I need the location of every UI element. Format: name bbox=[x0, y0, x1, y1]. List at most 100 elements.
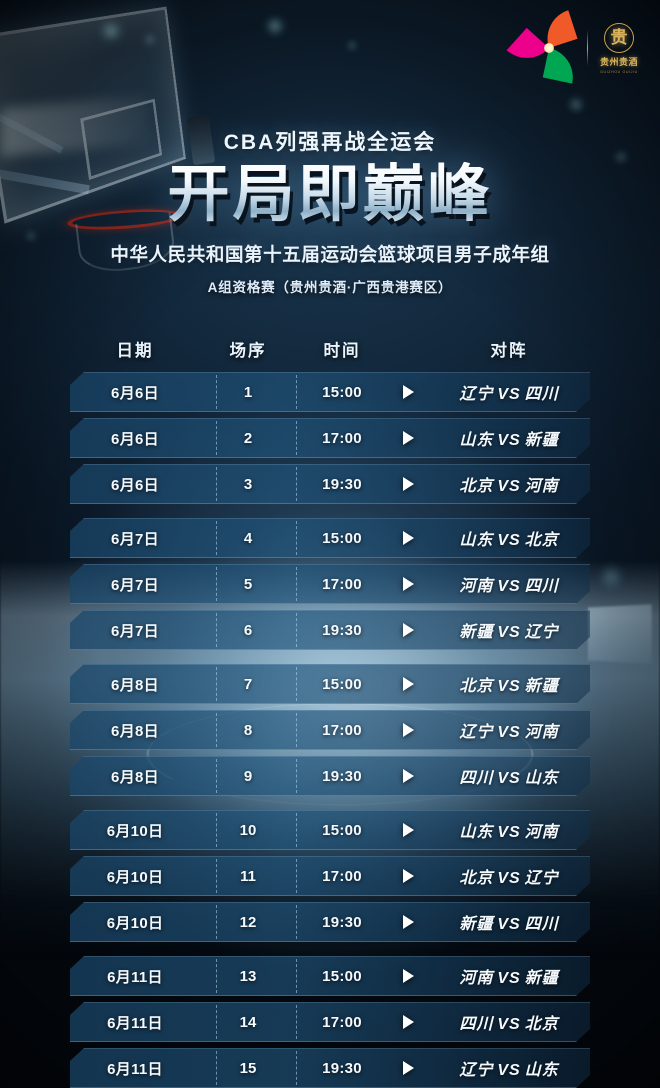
cell-time: 17:00 bbox=[322, 575, 362, 593]
cell-date: 6月7日 bbox=[111, 530, 159, 548]
column-header-time: 时间 bbox=[323, 342, 361, 360]
cell-date: 6月8日 bbox=[111, 768, 159, 786]
team-home: 新疆 bbox=[459, 624, 494, 641]
schedule-day-group: 6月6日 1 15:00 辽宁 VS 四川 6月6日 2 17:00 山东 VS 新疆 6月6日 3 19:… bbox=[0, 372, 660, 504]
vs-label: VS bbox=[497, 624, 521, 641]
cell-date: 6月10日 bbox=[106, 868, 164, 886]
play-triangle-icon bbox=[388, 531, 428, 545]
cell-time: 15:00 bbox=[322, 383, 362, 401]
team-home: 北京 bbox=[459, 870, 494, 887]
table-row[interactable]: 6月10日 12 19:30 新疆 VS 四川 bbox=[70, 902, 590, 942]
cell-matchup: 辽宁 VS 河南 bbox=[428, 718, 590, 742]
cell-time: 15:00 bbox=[322, 821, 362, 839]
table-row[interactable]: 6月8日 7 15:00 北京 VS 新疆 bbox=[70, 664, 590, 704]
schedule-rows: 6月6日 1 15:00 辽宁 VS 四川 6月6日 2 17:00 山东 VS 新疆 6月6日 3 19:… bbox=[0, 372, 660, 1088]
sponsor-subname: GUIZHOU GUIJIU bbox=[600, 69, 638, 74]
team-away: 新疆 bbox=[524, 432, 559, 449]
cell-date: 6月10日 bbox=[106, 822, 164, 840]
cell-matchup: 北京 VS 河南 bbox=[428, 472, 590, 496]
table-header-row: 日期 场序 时间 对阵 bbox=[70, 332, 590, 366]
cell-date: 6月6日 bbox=[111, 430, 159, 448]
cell-time: 19:30 bbox=[322, 621, 362, 639]
cell-time: 15:00 bbox=[322, 675, 362, 693]
team-home: 辽宁 bbox=[459, 1062, 494, 1079]
cell-matchup: 辽宁 VS 四川 bbox=[428, 380, 590, 404]
cell-matchup: 山东 VS 河南 bbox=[428, 818, 590, 842]
cell-matchup: 北京 VS 新疆 bbox=[428, 672, 590, 696]
emblem-center-glow bbox=[543, 43, 554, 53]
team-home: 四川 bbox=[459, 1016, 494, 1033]
cell-matchup: 新疆 VS 四川 bbox=[428, 910, 590, 934]
table-row[interactable]: 6月8日 8 17:00 辽宁 VS 河南 bbox=[70, 710, 590, 750]
vs-label: VS bbox=[497, 870, 521, 887]
team-away: 北京 bbox=[524, 1016, 559, 1033]
cell-game-no: 2 bbox=[243, 429, 253, 447]
schedule-table: 日期 场序 时间 对阵 6月6日 1 15:00 辽宁 VS 四川 6月6日 2 17:00 山东… bbox=[0, 332, 660, 1088]
cell-matchup: 河南 VS 新疆 bbox=[428, 964, 590, 988]
schedule-day-group: 6月11日 13 15:00 河南 VS 新疆 6月11日 14 17:00 四川 VS 北京 6月11… bbox=[0, 956, 660, 1088]
table-row[interactable]: 6月11日 13 15:00 河南 VS 新疆 bbox=[70, 956, 590, 996]
poster-subtitle-secondary: A组资格赛（贵州贵酒·广西贵港赛区） bbox=[207, 280, 453, 296]
play-triangle-icon bbox=[388, 823, 428, 837]
table-row[interactable]: 6月6日 3 19:30 北京 VS 河南 bbox=[70, 464, 590, 504]
team-away: 辽宁 bbox=[524, 624, 559, 641]
team-away: 河南 bbox=[524, 824, 559, 841]
cell-time: 17:00 bbox=[322, 721, 362, 739]
table-row[interactable]: 6月11日 15 19:30 辽宁 VS 山东 bbox=[70, 1048, 590, 1088]
play-triangle-icon bbox=[388, 723, 428, 737]
poster-headline: 开局即巅峰 bbox=[0, 162, 660, 225]
team-home: 河南 bbox=[459, 970, 494, 987]
table-row[interactable]: 6月7日 4 15:00 山东 VS 北京 bbox=[70, 518, 590, 558]
cell-matchup: 四川 VS 北京 bbox=[428, 1010, 590, 1034]
cell-game-no: 15 bbox=[239, 1059, 257, 1077]
cell-time: 19:30 bbox=[322, 767, 362, 785]
schedule-day-group: 6月8日 7 15:00 北京 VS 新疆 6月8日 8 17:00 辽宁 VS 河南 6月8日 9 19:… bbox=[0, 664, 660, 796]
schedule-day-group: 6月10日 10 15:00 山东 VS 河南 6月10日 11 17:00 北京 VS 辽宁 6月10… bbox=[0, 810, 660, 942]
cell-game-no: 7 bbox=[243, 675, 253, 693]
cell-date: 6月11日 bbox=[107, 1060, 163, 1078]
play-triangle-icon bbox=[388, 577, 428, 591]
team-away: 山东 bbox=[524, 770, 559, 787]
column-header-date: 日期 bbox=[116, 342, 154, 360]
cell-game-no: 13 bbox=[239, 967, 257, 985]
cell-game-no: 8 bbox=[243, 721, 253, 739]
team-away: 四川 bbox=[524, 386, 559, 403]
team-home: 辽宁 bbox=[459, 386, 494, 403]
cell-game-no: 4 bbox=[243, 529, 253, 547]
team-away: 北京 bbox=[524, 532, 559, 549]
table-row[interactable]: 6月8日 9 19:30 四川 VS 山东 bbox=[70, 756, 590, 796]
play-triangle-icon bbox=[388, 1015, 428, 1029]
cell-game-no: 1 bbox=[243, 383, 253, 401]
vs-label: VS bbox=[497, 478, 521, 495]
vs-label: VS bbox=[497, 724, 521, 741]
table-row[interactable]: 6月10日 11 17:00 北京 VS 辽宁 bbox=[70, 856, 590, 896]
cell-matchup: 山东 VS 北京 bbox=[428, 526, 590, 550]
team-away: 河南 bbox=[524, 724, 559, 741]
cell-date: 6月7日 bbox=[111, 576, 159, 594]
sponsor-logo: 贵 贵州贵酒 GUIZHOU GUIJIU bbox=[600, 22, 638, 74]
table-row[interactable]: 6月11日 14 17:00 四川 VS 北京 bbox=[70, 1002, 590, 1042]
team-away: 四川 bbox=[524, 578, 559, 595]
national-games-emblem-icon bbox=[506, 10, 579, 84]
column-header-matchup: 对阵 bbox=[490, 342, 528, 360]
team-away: 新疆 bbox=[524, 970, 559, 987]
logo-divider bbox=[586, 30, 588, 66]
cell-matchup: 四川 VS 山东 bbox=[428, 764, 590, 788]
cell-time: 17:00 bbox=[322, 429, 362, 447]
play-triangle-icon bbox=[388, 769, 428, 783]
play-triangle-icon bbox=[388, 969, 428, 983]
team-home: 山东 bbox=[459, 824, 494, 841]
cell-date: 6月8日 bbox=[111, 722, 159, 740]
poster-kicker: CBA列强再战全运会 bbox=[223, 131, 437, 154]
table-row[interactable]: 6月6日 1 15:00 辽宁 VS 四川 bbox=[70, 372, 590, 412]
team-home: 山东 bbox=[459, 532, 494, 549]
table-row[interactable]: 6月7日 5 17:00 河南 VS 四川 bbox=[70, 564, 590, 604]
table-row[interactable]: 6月7日 6 19:30 新疆 VS 辽宁 bbox=[70, 610, 590, 650]
table-row[interactable]: 6月6日 2 17:00 山东 VS 新疆 bbox=[70, 418, 590, 458]
table-row[interactable]: 6月10日 10 15:00 山东 VS 河南 bbox=[70, 810, 590, 850]
cell-matchup: 山东 VS 新疆 bbox=[428, 426, 590, 450]
vs-label: VS bbox=[497, 1062, 521, 1079]
cell-game-no: 3 bbox=[243, 475, 253, 493]
cell-game-no: 9 bbox=[243, 767, 253, 785]
